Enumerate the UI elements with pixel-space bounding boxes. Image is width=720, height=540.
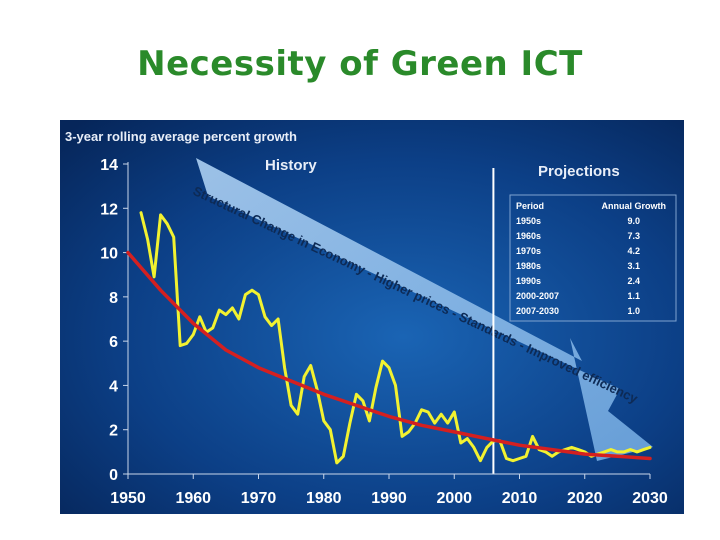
table-cell-growth: 1.1: [627, 291, 640, 301]
y-tick-label: 6: [109, 334, 118, 351]
x-tick-label: 1970: [241, 490, 277, 507]
table-cell-growth: 3.1: [627, 261, 640, 271]
x-tick-label: 1990: [371, 490, 407, 507]
trend-series-line: [126, 250, 652, 461]
y-tick-label: 14: [100, 157, 118, 174]
table-cell-period: 1980s: [516, 261, 541, 271]
growth-table: Period Annual Growth 1950s 9.0 1960s 7.3 197…: [509, 194, 677, 322]
table-header-period: Period: [516, 201, 544, 211]
growth-series-line: [139, 211, 652, 465]
table-cell-period: 1960s: [516, 231, 541, 241]
y-tick-label: 2: [109, 423, 118, 440]
table-cell-period: 1950s: [516, 216, 541, 226]
x-tick-label: 2010: [502, 490, 538, 507]
table-cell-period: 1970s: [516, 246, 541, 256]
y-tick-label: 4: [109, 378, 118, 395]
chart-panel: 3-year rolling average percent growth St…: [60, 120, 684, 514]
table-cell-growth: 2.4: [627, 276, 640, 286]
x-tick-label: 2020: [567, 490, 603, 507]
x-tick-label: 2030: [632, 490, 668, 507]
chart-title: 3-year rolling average percent growth: [65, 129, 297, 144]
table-cell-period: 2000-2007: [516, 291, 559, 301]
x-tick-label: 1980: [306, 490, 342, 507]
table-header-growth: Annual Growth: [602, 201, 667, 211]
y-tick-label: 12: [100, 201, 118, 218]
table-cell-growth: 9.0: [627, 216, 640, 226]
table-cell-growth: 7.3: [627, 231, 640, 241]
growth-chart: 3-year rolling average percent growth St…: [60, 120, 684, 514]
y-tick-label: 10: [100, 246, 118, 263]
y-tick-label: 8: [109, 290, 118, 307]
table-cell-growth: 1.0: [627, 306, 640, 316]
slide-title: Necessity of Green ICT: [137, 44, 583, 84]
table-cell-growth: 4.2: [627, 246, 640, 256]
projections-label: Projections: [538, 163, 620, 180]
chart-background: [60, 120, 684, 514]
x-tick-label: 1960: [175, 490, 211, 507]
table-cell-period: 1990s: [516, 276, 541, 286]
y-tick-label: 0: [109, 467, 118, 484]
x-tick-label: 2000: [436, 490, 472, 507]
history-label: History: [265, 157, 317, 174]
x-tick-label: 1950: [110, 490, 146, 507]
table-cell-period: 2007-2030: [516, 306, 559, 316]
